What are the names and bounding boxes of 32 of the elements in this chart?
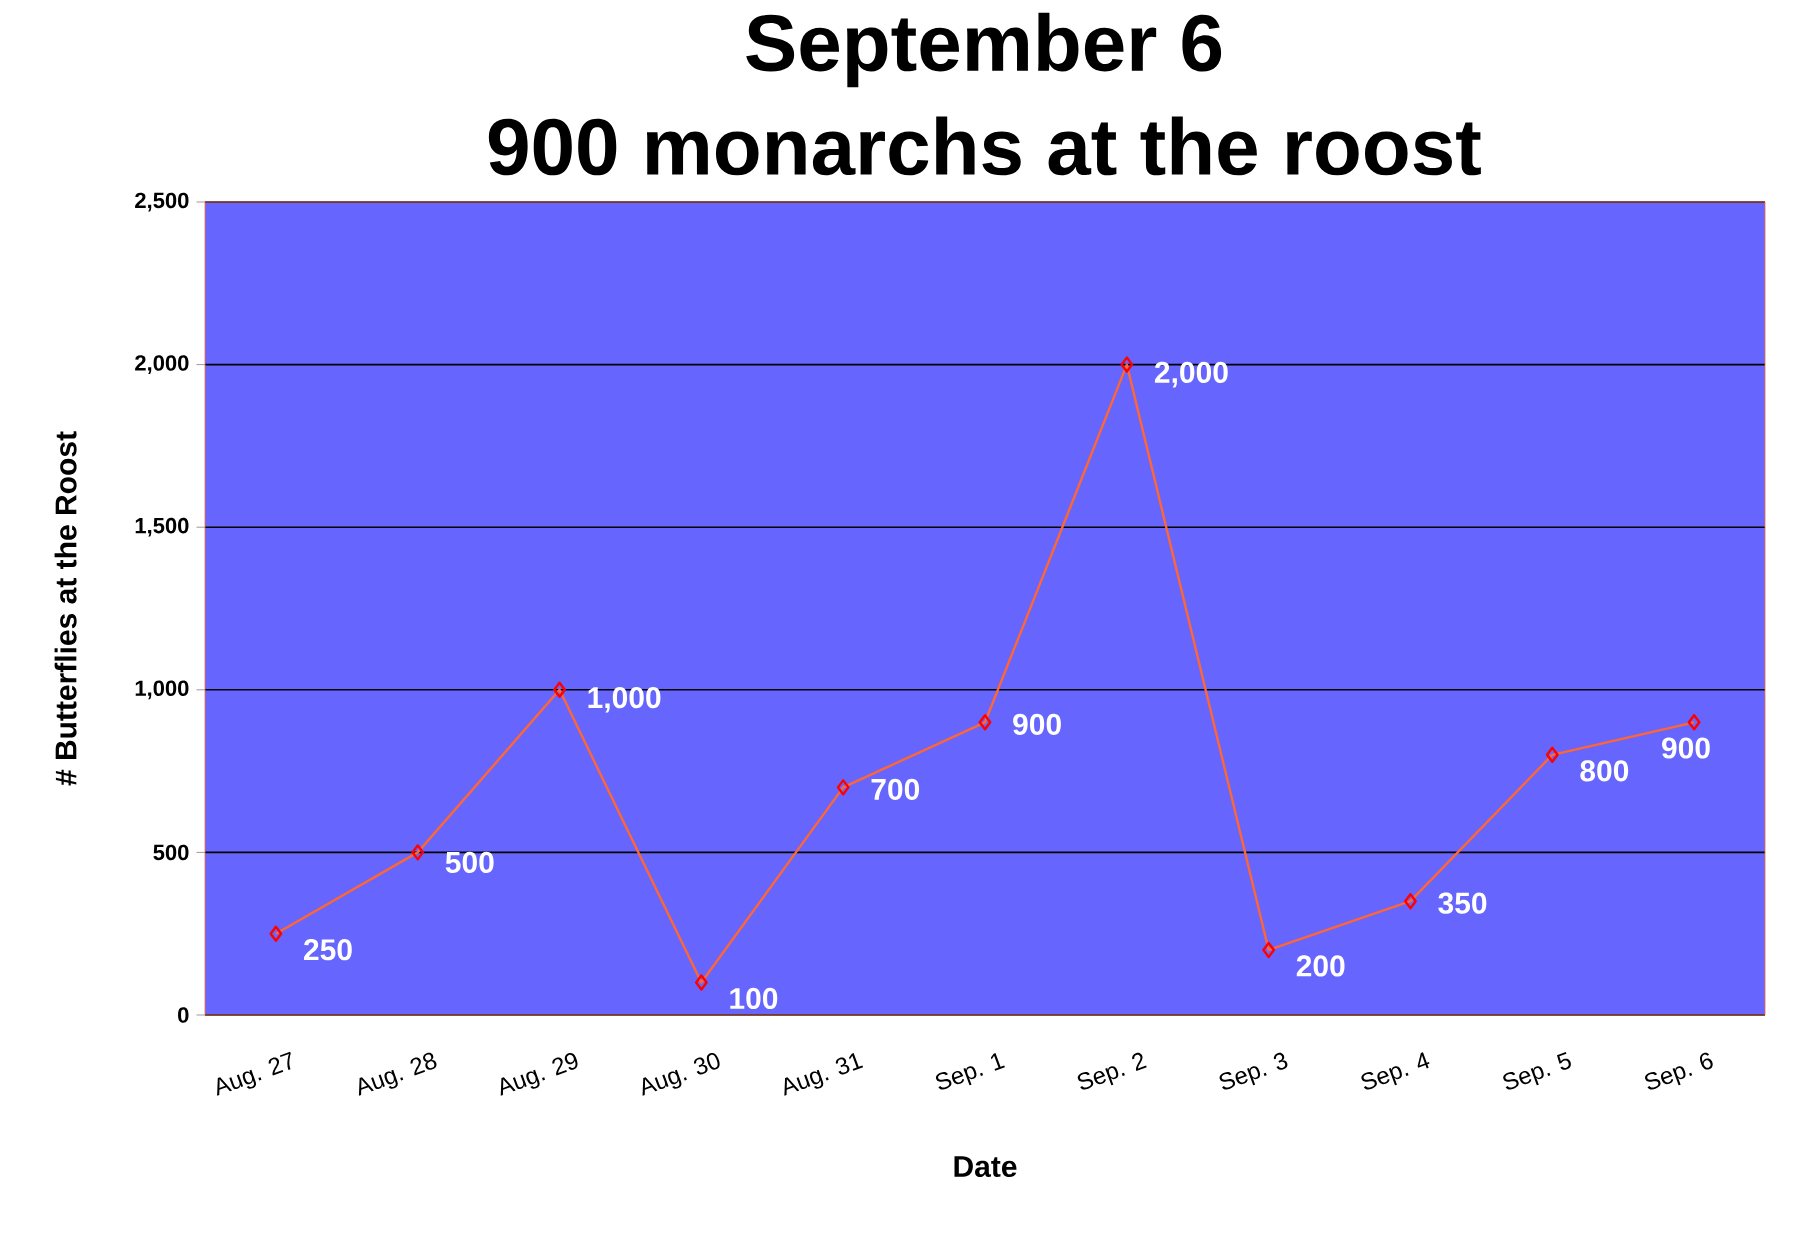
y-tick-label: 0 — [178, 1007, 189, 1023]
x-tick-label: Aug. 29 — [500, 1052, 578, 1096]
chart-subtitle: 900 monarchs at the roost — [488, 116, 1481, 176]
data-label: 500 — [445, 851, 494, 874]
data-label: 100 — [730, 987, 778, 1010]
x-tick-label: Aug. 28 — [358, 1052, 437, 1096]
chart-title: September 6 — [746, 12, 1222, 88]
x-tick-label: Sep. 4 — [1361, 1052, 1430, 1090]
x-tick-label: Sep. 2 — [1077, 1052, 1147, 1090]
x-tick-label: Sep. 3 — [1219, 1052, 1288, 1090]
data-label: 800 — [1580, 760, 1629, 782]
y-tick-label: 2,000 — [135, 355, 189, 374]
data-label: 900 — [1662, 737, 1710, 759]
data-label: 350 — [1438, 892, 1487, 914]
x-tick-label: Aug. 30 — [642, 1052, 720, 1096]
y-tick-label: 1,500 — [135, 517, 189, 537]
x-axis-title: Date — [954, 1156, 1017, 1178]
data-label: 900 — [1013, 713, 1061, 735]
y-axis-title: # Butterflies at the Roost — [54, 431, 77, 786]
y-tick-label: 2,500 — [135, 192, 189, 212]
y-tick-label: 500 — [153, 844, 189, 861]
data-label: 200 — [1296, 955, 1345, 977]
data-label: 2,000 — [1154, 361, 1228, 388]
y-tick-label: 1,000 — [135, 680, 189, 700]
data-label: 250 — [304, 939, 352, 961]
x-tick-label: Aug. 27 — [217, 1051, 291, 1096]
x-tick-label: Sep. 5 — [1503, 1051, 1571, 1090]
x-tick-label: Sep. 6 — [1645, 1052, 1713, 1090]
x-tick-label: Sep. 1 — [935, 1053, 1005, 1090]
data-label: 1,000 — [588, 686, 661, 713]
data-label: 700 — [871, 778, 920, 800]
x-tick-label: Aug. 31 — [784, 1053, 864, 1096]
